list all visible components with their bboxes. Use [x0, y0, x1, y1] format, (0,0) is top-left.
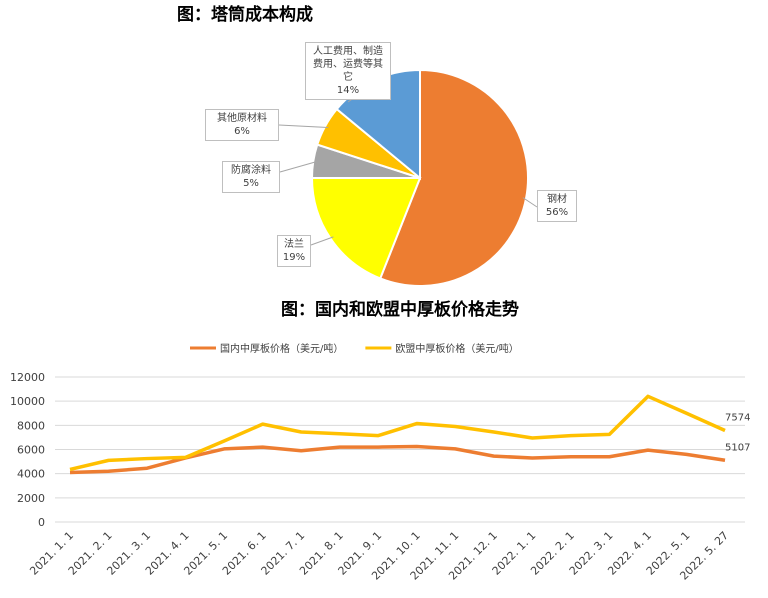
leader-line — [310, 236, 334, 246]
pie-label: 防腐涂料 5% — [222, 161, 280, 193]
data-label: 5107 — [725, 442, 750, 453]
y-tick-label: 10000 — [10, 395, 45, 408]
pie-label: 人工费用、制造费用、运费等其它 14% — [305, 42, 391, 100]
series-line — [69, 444, 726, 475]
pie-label-name: 钢材 — [547, 194, 567, 205]
pie-label-value: 56% — [545, 207, 569, 218]
y-tick-label: 4000 — [17, 468, 45, 481]
pie-label: 其他原材料 6% — [205, 109, 279, 141]
legend-label: 国内中厚板价格（美元/吨） — [220, 342, 343, 355]
data-label: 7574 — [725, 412, 750, 423]
pie-label-value: 19% — [282, 252, 306, 263]
leader-line — [522, 197, 538, 208]
leader-line — [278, 124, 329, 129]
y-tick-label: 12000 — [10, 371, 45, 384]
pie-label-name: 人工费用、制造费用、运费等其它 — [313, 46, 383, 83]
y-tick-label: 0 — [38, 516, 45, 529]
line-title: 图：国内和欧盟中厚板价格走势 — [281, 299, 519, 320]
legend-label: 欧盟中厚板价格（美元/吨） — [395, 342, 518, 355]
pie-label-value: 14% — [336, 85, 360, 96]
y-tick-label: 2000 — [17, 492, 45, 505]
pie-label-name: 防腐涂料 — [231, 165, 271, 176]
pie-label-value: 5% — [243, 178, 259, 189]
pie-label-name: 其他原材料 — [217, 113, 267, 124]
y-tick-label: 6000 — [17, 444, 45, 457]
pie-slice — [378, 68, 529, 287]
pie-label-name: 法兰 — [284, 239, 304, 250]
leader-line — [279, 161, 317, 173]
pie-slice — [310, 177, 422, 280]
pie-label: 法兰 19% — [277, 235, 311, 267]
series-line — [69, 394, 726, 472]
pie-title: 图：塔筒成本构成 — [177, 4, 313, 25]
pie-label: 钢材 56% — [537, 190, 577, 222]
pie-label-value: 6% — [234, 126, 250, 137]
y-tick-label: 8000 — [17, 419, 45, 432]
